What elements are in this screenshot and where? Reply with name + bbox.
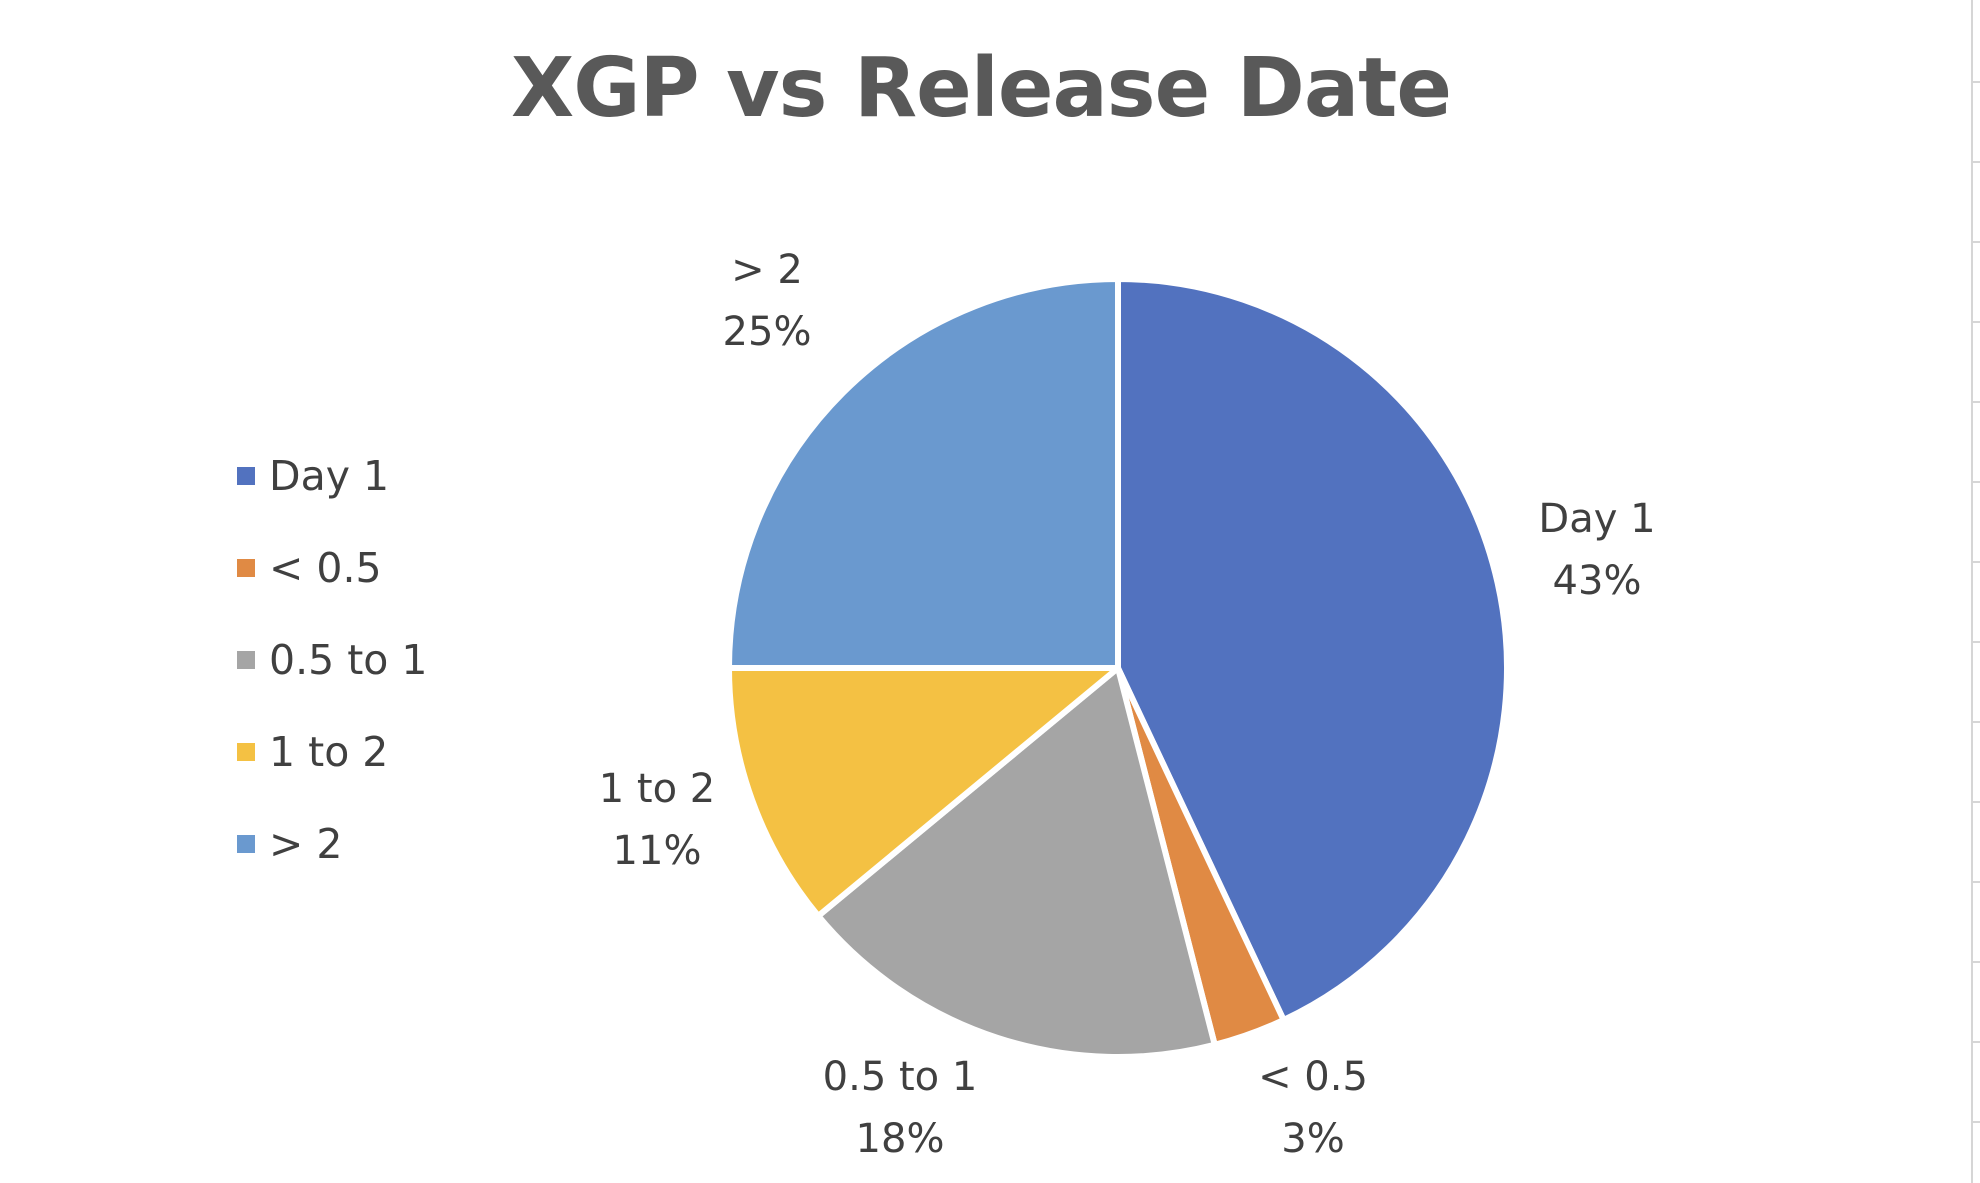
pie-slice [815,665,1218,1061]
legend-label: > 2 [269,820,343,868]
data-label-category: Day 1 [1538,496,1655,542]
pie-slice [1115,276,1510,1023]
data-label-category: > 2 [731,247,803,293]
legend-swatch [237,743,255,761]
data-label: > 2 25% [723,247,812,355]
data-label: Day 1 43% [1538,496,1655,604]
data-label-percent: 3% [1281,1116,1344,1162]
pie-slice [726,276,1121,671]
legend-item: 0.5 to 1 [237,614,428,706]
legend-item: > 2 [237,798,428,890]
data-label-percent: 18% [856,1116,945,1162]
data-label: 1 to 2 11% [599,766,715,874]
legend-item: 1 to 2 [237,706,428,798]
legend-swatch [237,835,255,853]
data-label: 0.5 to 1 18% [823,1054,978,1162]
legend-swatch [237,651,255,669]
chart-title: XGP vs Release Date [511,41,1452,136]
pie-slice [726,665,1121,919]
legend-label: 0.5 to 1 [269,636,428,684]
legend: Day 1 < 0.5 0.5 to 1 1 to 2 > 2 [237,430,428,890]
data-label-percent: 43% [1553,558,1642,604]
legend-item: Day 1 [237,430,428,522]
data-label-category: 0.5 to 1 [823,1054,978,1100]
data-label: < 0.5 3% [1258,1054,1368,1162]
legend-label: < 0.5 [269,544,382,592]
legend-swatch [237,559,255,577]
data-label-percent: 11% [613,828,702,874]
data-label-category: 1 to 2 [599,766,715,812]
data-label-category: < 0.5 [1258,1054,1368,1100]
legend-item: < 0.5 [237,522,428,614]
data-label-percent: 25% [723,309,812,355]
legend-label: 1 to 2 [269,728,389,776]
legend-swatch [237,467,255,485]
legend-label: Day 1 [269,452,390,500]
spreadsheet-edge [1971,0,1980,1183]
